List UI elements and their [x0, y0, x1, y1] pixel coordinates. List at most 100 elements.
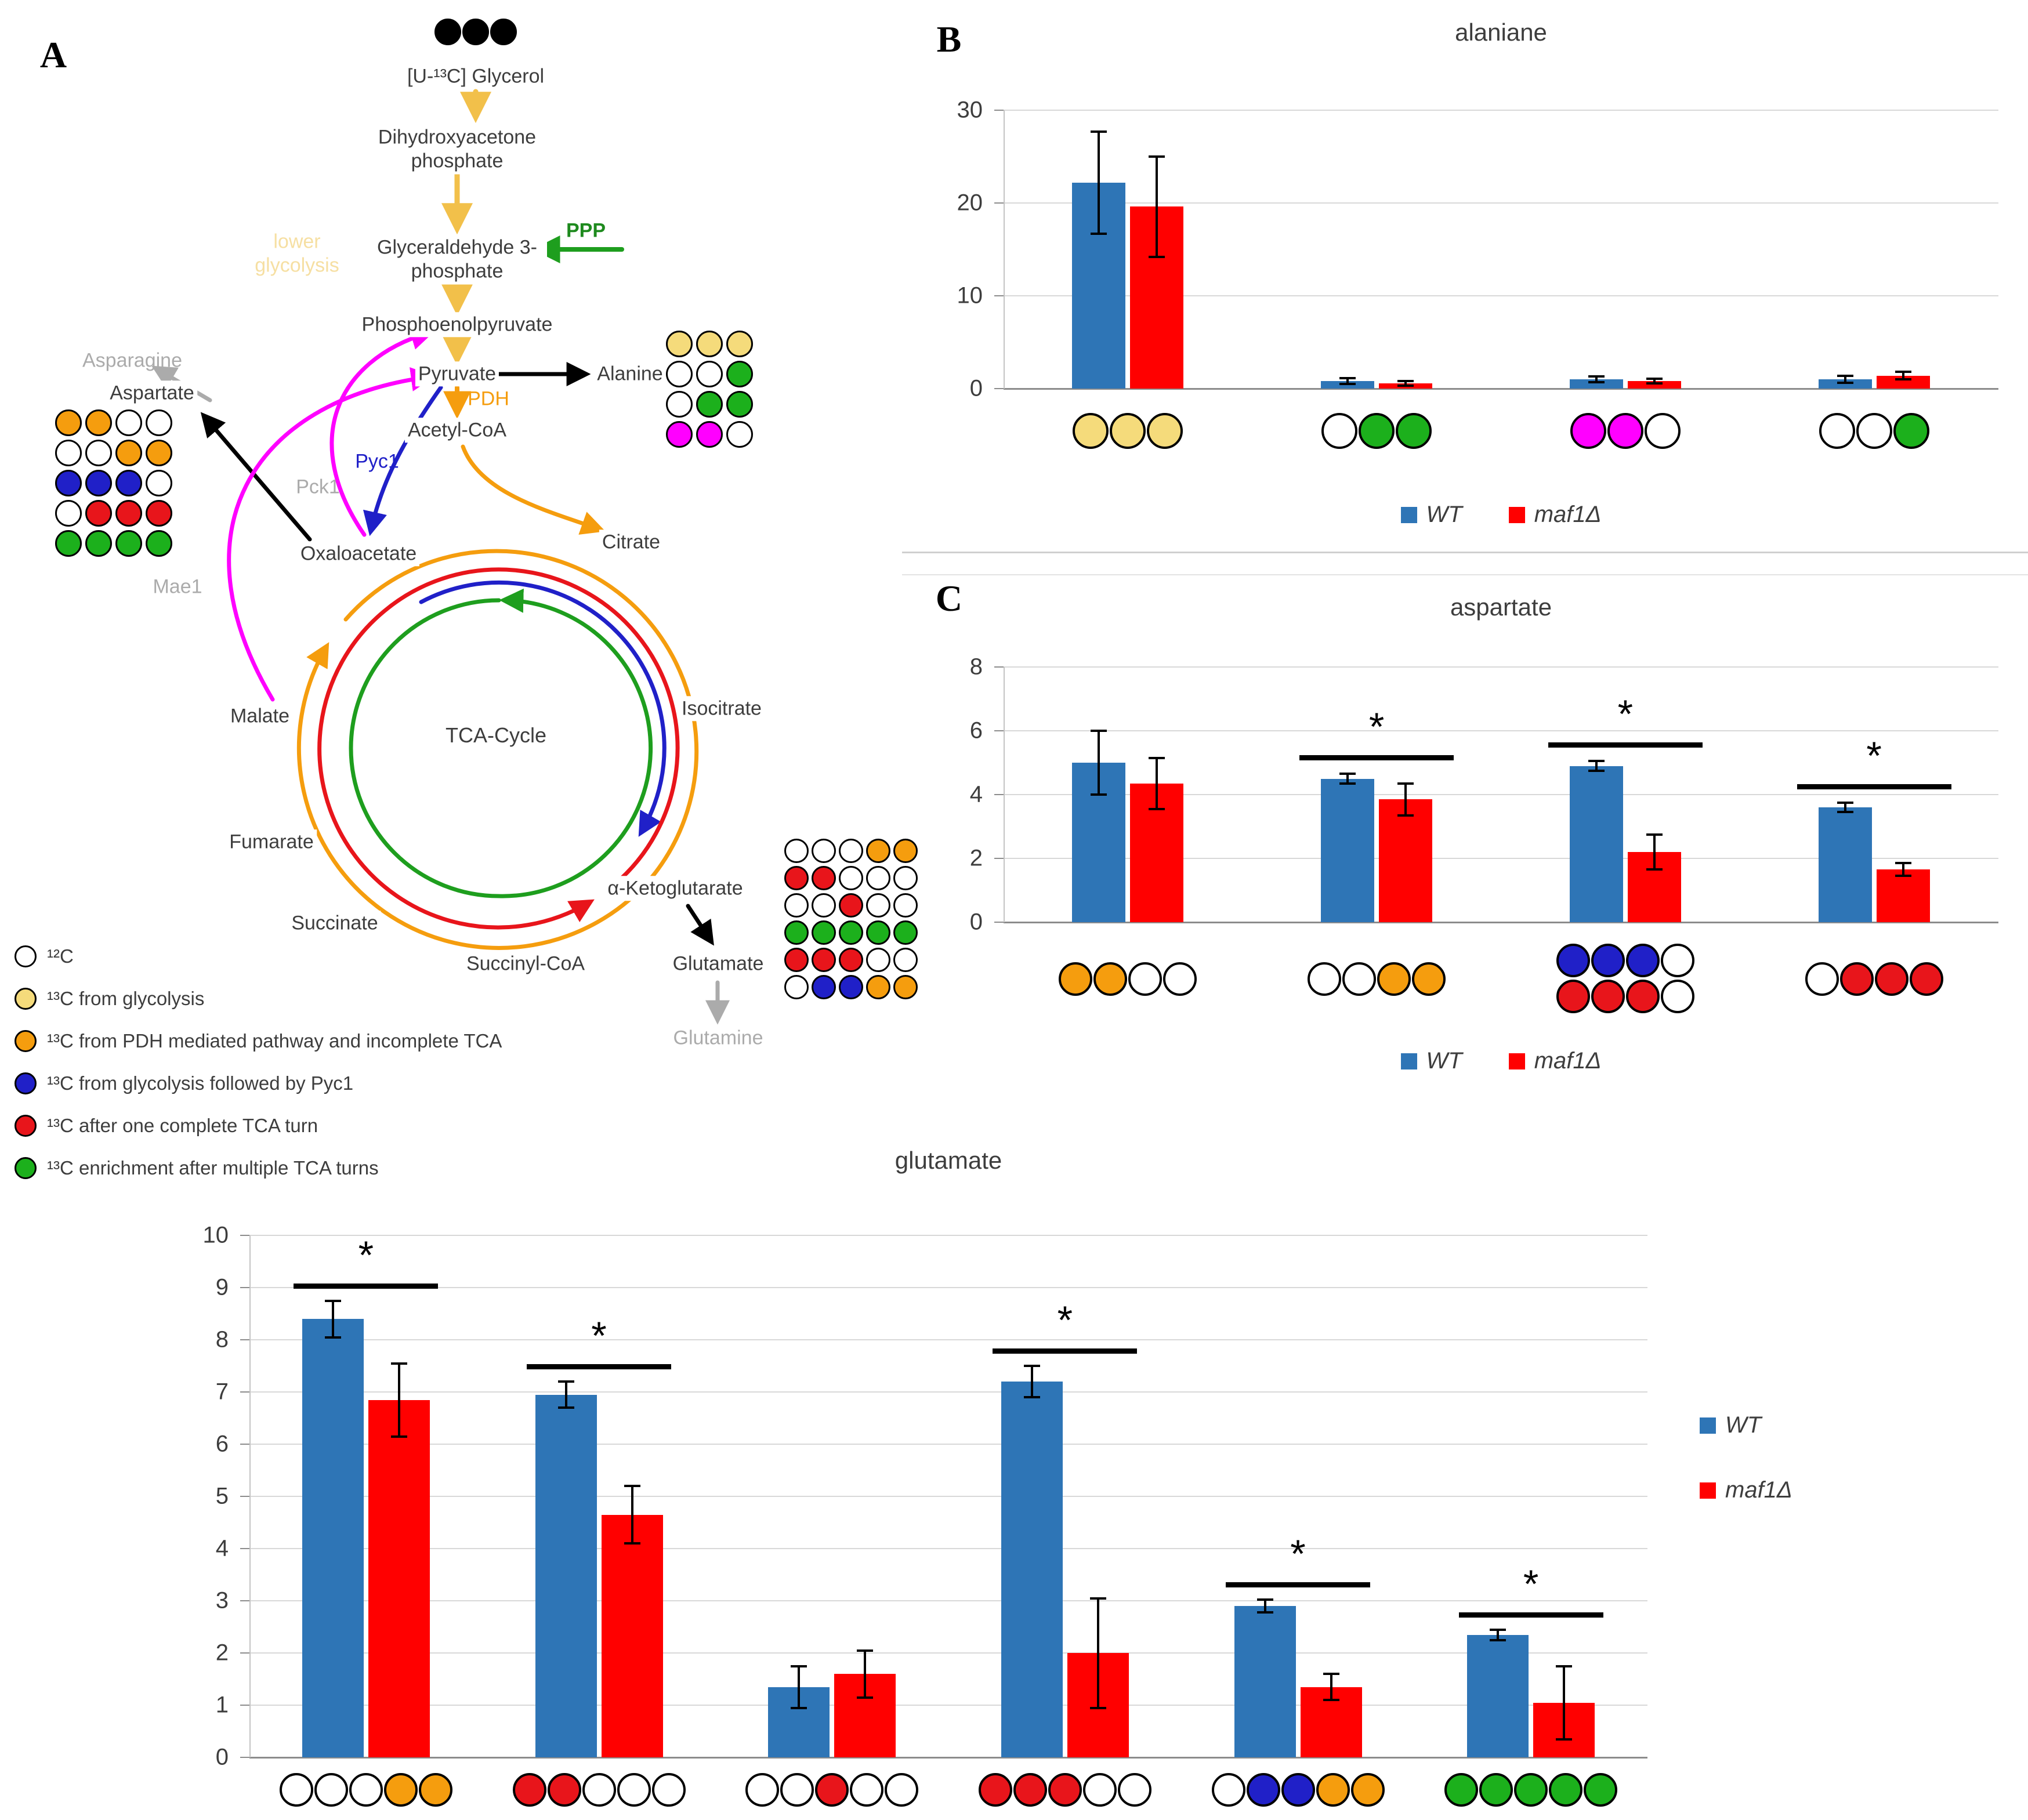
dot-row — [434, 19, 517, 45]
isotopologue-dot-white — [1211, 1773, 1245, 1807]
dot-row — [784, 866, 918, 890]
sig-star: * — [1617, 692, 1634, 737]
error-bar — [1346, 378, 1349, 384]
error-bar — [1156, 757, 1158, 809]
tick-label: 10 — [957, 282, 983, 309]
error-bar — [1844, 802, 1846, 813]
tick-mark — [240, 1757, 249, 1758]
isotopologue-dot-white — [1660, 980, 1694, 1013]
error-cap — [1646, 868, 1663, 871]
error-bar — [864, 1650, 867, 1698]
glutamate-isotopologue-grid — [784, 839, 918, 999]
bar-maf — [1379, 799, 1433, 922]
tick-label: 8 — [215, 1326, 229, 1353]
mae1-arrow — [227, 367, 436, 702]
isotopologue-dot-white — [812, 893, 836, 918]
legend-label: WT — [1426, 502, 1462, 527]
isotopologue-dot-red — [1048, 1773, 1082, 1807]
error-cap — [1091, 793, 1107, 796]
legend-swatch — [1700, 1482, 1716, 1499]
isotopologue-dot-green — [784, 920, 809, 945]
tca-blue-arc — [419, 580, 667, 837]
alanine-isotopologue-grid — [666, 331, 753, 448]
gridline — [249, 1705, 1647, 1706]
node-fumarate: Fumarate — [226, 829, 317, 855]
isotopologue-dot-orange — [55, 409, 82, 436]
isotopologue-dot-orange — [1377, 962, 1411, 996]
isotopologue-dot-red — [547, 1773, 581, 1807]
error-cap — [324, 1336, 341, 1339]
node-succinyl-coa: Succinyl-CoA — [463, 951, 588, 977]
isotopologue-dot-green — [1514, 1773, 1548, 1807]
sig-line — [993, 1348, 1138, 1354]
bar-maf — [1627, 381, 1681, 389]
isotopologue-dot-white — [866, 866, 890, 890]
sig-line — [1797, 784, 1951, 789]
tick-label: 4 — [969, 781, 983, 807]
error-cap — [1149, 807, 1165, 810]
node-lower-glycolysis: lower glycolysis — [255, 230, 339, 277]
legend-row: ¹³C from PDH mediated pathway and incomp… — [15, 1020, 502, 1062]
legend-label: maf1Δ — [1534, 502, 1602, 527]
isotopologue-dot-white — [784, 975, 809, 999]
isotopologue-dot-white — [839, 866, 863, 890]
error-cap — [1323, 1673, 1339, 1675]
isotopologue-dot-green — [812, 920, 836, 945]
node-dhap: Dihydroxyacetone phosphate — [358, 125, 556, 175]
bar-wt — [1569, 766, 1623, 922]
isotopologue-dot-white — [726, 421, 753, 448]
legend-label: maf1Δ — [1534, 1048, 1602, 1074]
error-bar — [1902, 372, 1904, 379]
gridline — [1004, 922, 1998, 923]
panel-a-label: A — [39, 34, 67, 75]
legend-label: WT — [1725, 1412, 1762, 1438]
error-cap — [1588, 760, 1605, 763]
isotopologue-dot-white — [582, 1773, 616, 1807]
isotopologue-dot-red — [978, 1773, 1012, 1807]
isotopologue-dot-red — [1839, 962, 1874, 996]
error-cap — [390, 1435, 407, 1438]
error-cap — [1895, 862, 1911, 865]
error-cap — [557, 1406, 574, 1409]
isotopologue-dot-orange — [866, 839, 890, 863]
isotopologue-dot-blue — [1246, 1773, 1280, 1807]
tick-mark — [240, 1287, 249, 1288]
tick-mark — [240, 1235, 249, 1236]
legend-swatch — [1508, 1053, 1525, 1069]
isotopologue-row — [1556, 944, 1694, 977]
sig-line — [1225, 1582, 1370, 1588]
error-cap — [1895, 371, 1911, 374]
error-bar — [1098, 731, 1100, 795]
tick-mark — [994, 666, 1004, 668]
sig-star: * — [1290, 1532, 1306, 1576]
gridline — [1004, 110, 1998, 111]
isotopologue-row — [1805, 962, 1943, 996]
isotopologue-dot-white — [115, 409, 142, 436]
isotopologue-dot-green — [839, 920, 863, 945]
error-cap — [624, 1542, 640, 1545]
isotopologue-dot-white — [1321, 413, 1358, 449]
isotopologue-dot-white — [866, 893, 890, 918]
tick-mark — [994, 794, 1004, 795]
error-bar — [631, 1486, 633, 1543]
isotopologue-dot-yellow — [15, 987, 37, 1010]
tick-label: 6 — [215, 1431, 229, 1457]
isotopologue-dot-white — [1644, 413, 1681, 449]
carbon-color-legend: ¹²C ¹³C from glycolysis ¹³C from PDH media… — [15, 935, 502, 1189]
error-bar — [1404, 381, 1407, 386]
legend-text: ¹³C from glycolysis followed by Pyc1 — [47, 1072, 354, 1094]
isotopologue-dot-white — [1082, 1773, 1117, 1807]
gridline — [1004, 730, 1998, 731]
isotopologue-dot-white — [780, 1773, 814, 1807]
tca-orange-ring — [296, 549, 699, 950]
error-cap — [857, 1649, 874, 1652]
node-pck1: Pck1 — [296, 476, 340, 498]
isotopologue-dot-blue — [1556, 944, 1590, 977]
isotopologue-dot-orange — [15, 1029, 37, 1052]
bar-maf — [1876, 869, 1930, 922]
error-cap — [1339, 773, 1356, 775]
isotopologue-dot-white — [745, 1773, 780, 1807]
node-citrate: Citrate — [599, 530, 664, 555]
bar-wt — [535, 1394, 597, 1757]
error-cap — [1397, 380, 1414, 383]
